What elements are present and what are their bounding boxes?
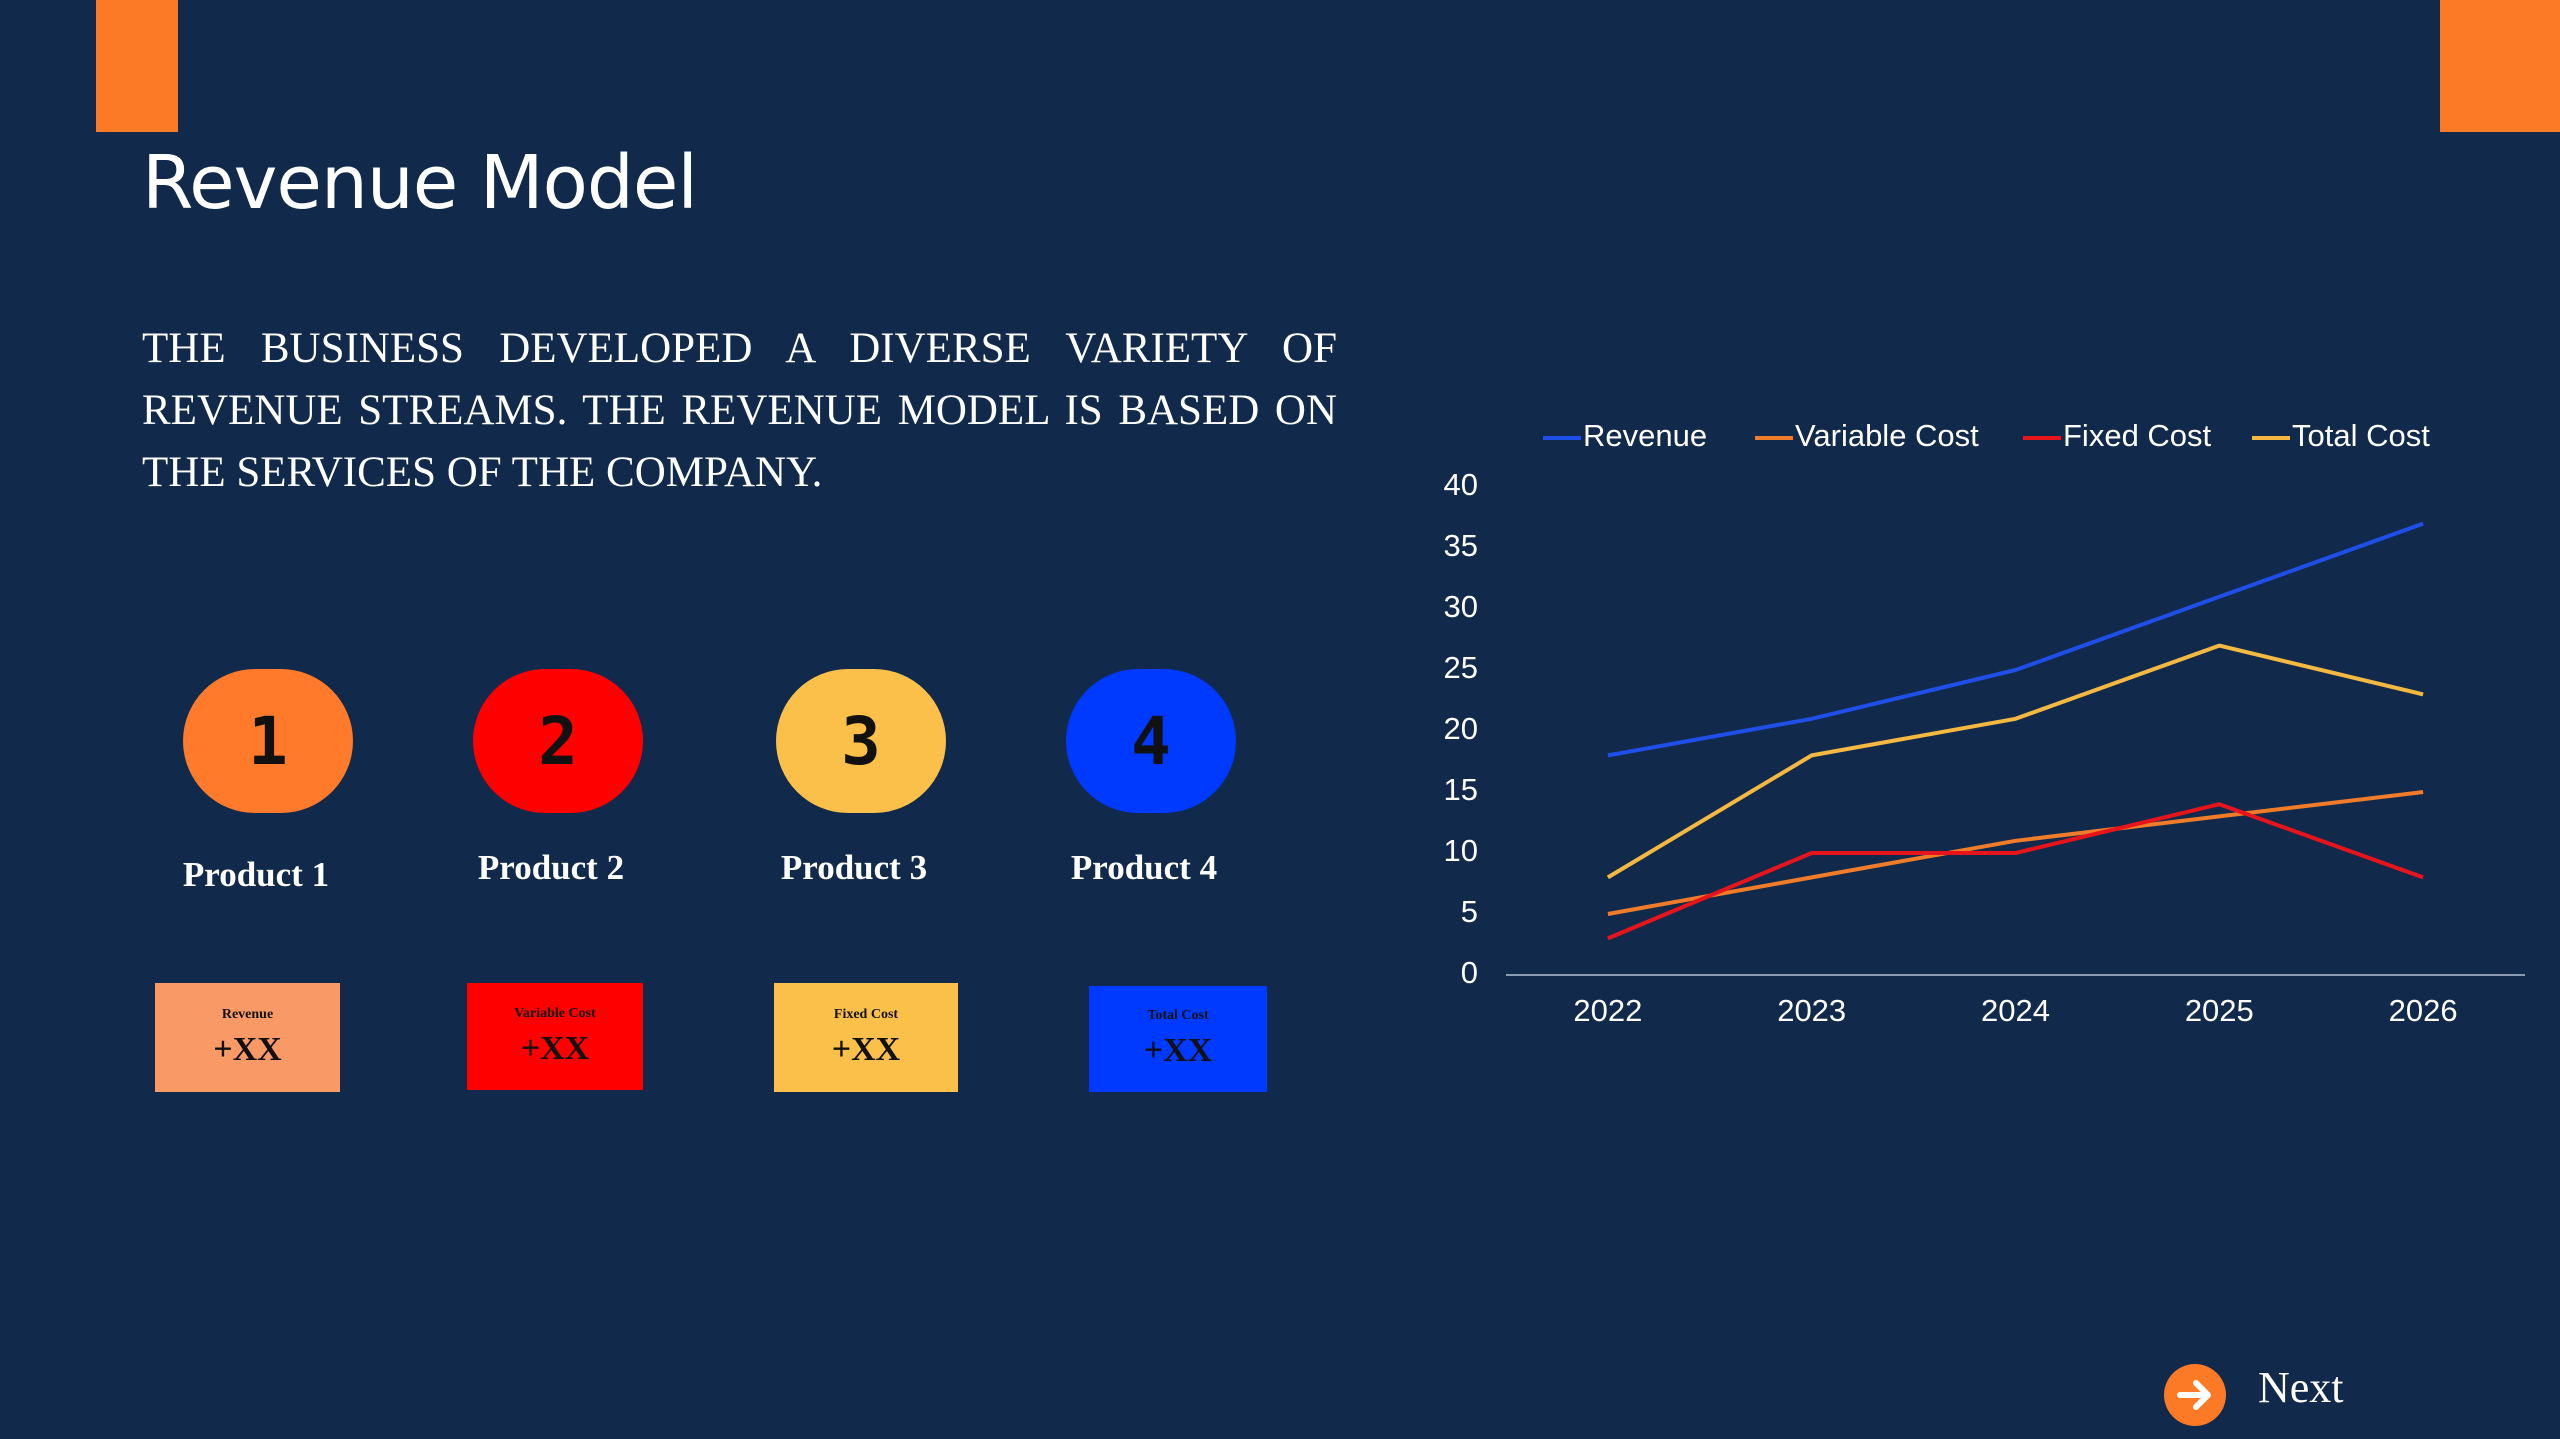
y-tick-label: 15 — [1444, 772, 1478, 807]
y-tick-label: 10 — [1444, 833, 1478, 868]
legend-label: Revenue — [1583, 418, 1707, 453]
product-label: Product 2 — [477, 848, 625, 887]
body-text: THE BUSINESS DEVELOPED A DIVERSE VARIETY… — [142, 325, 1337, 496]
card-value: +XX — [831, 1030, 901, 1068]
card-label: Variable Cost — [514, 1005, 596, 1021]
next-label[interactable]: Next — [2258, 1363, 2344, 1412]
series-line — [1607, 802, 2424, 941]
y-tick-label: 25 — [1444, 650, 1478, 685]
x-tick-label: 2026 — [2389, 993, 2458, 1028]
decor-block — [96, 0, 178, 132]
x-tick-label: 2023 — [1777, 993, 1846, 1028]
decor-block — [2440, 0, 2560, 132]
card-value: +XX — [213, 1030, 282, 1068]
product-number: 2 — [473, 669, 643, 813]
card-value: +XX — [1143, 1032, 1213, 1069]
series-line — [1607, 521, 2424, 758]
legend-label: Variable Cost — [1795, 418, 1979, 453]
card-value: +XX — [520, 1029, 590, 1067]
product-card: Revenue +XX — [155, 983, 340, 1092]
product-label: Product 1 — [182, 855, 330, 894]
x-tick-label: 2022 — [1573, 993, 1642, 1028]
legend-label: Fixed Cost — [2063, 418, 2212, 453]
next-button[interactable] — [2164, 1364, 2226, 1426]
product-number: 1 — [183, 669, 353, 813]
y-tick-label: 35 — [1444, 528, 1478, 563]
y-tick-label: 5 — [1461, 894, 1478, 929]
product-card: Fixed Cost +XX — [774, 983, 958, 1092]
product-card: Total Cost +XX — [1089, 986, 1267, 1092]
product-number: 4 — [1066, 669, 1236, 813]
card-label: Revenue — [221, 1006, 274, 1022]
y-tick-label: 30 — [1444, 589, 1478, 624]
legend-label: Total Cost — [2292, 418, 2430, 453]
product-card: Variable Cost +XX — [467, 983, 643, 1090]
product-label: Product 4 — [1070, 848, 1218, 887]
card-label: Total Cost — [1147, 1008, 1209, 1023]
series-line — [1606, 643, 2424, 880]
y-tick-label: 0 — [1461, 955, 1478, 990]
y-tick-label: 20 — [1444, 711, 1478, 746]
slide-title: Revenue Model — [142, 140, 698, 226]
series-line — [1607, 790, 2424, 916]
product-label: Product 3 — [780, 848, 928, 887]
x-tick-label: 2025 — [2185, 993, 2254, 1028]
product-number: 3 — [776, 669, 946, 813]
card-label: Fixed Cost — [833, 1006, 899, 1022]
y-tick-label: 40 — [1444, 467, 1478, 502]
x-tick-label: 2024 — [1981, 993, 2050, 1028]
